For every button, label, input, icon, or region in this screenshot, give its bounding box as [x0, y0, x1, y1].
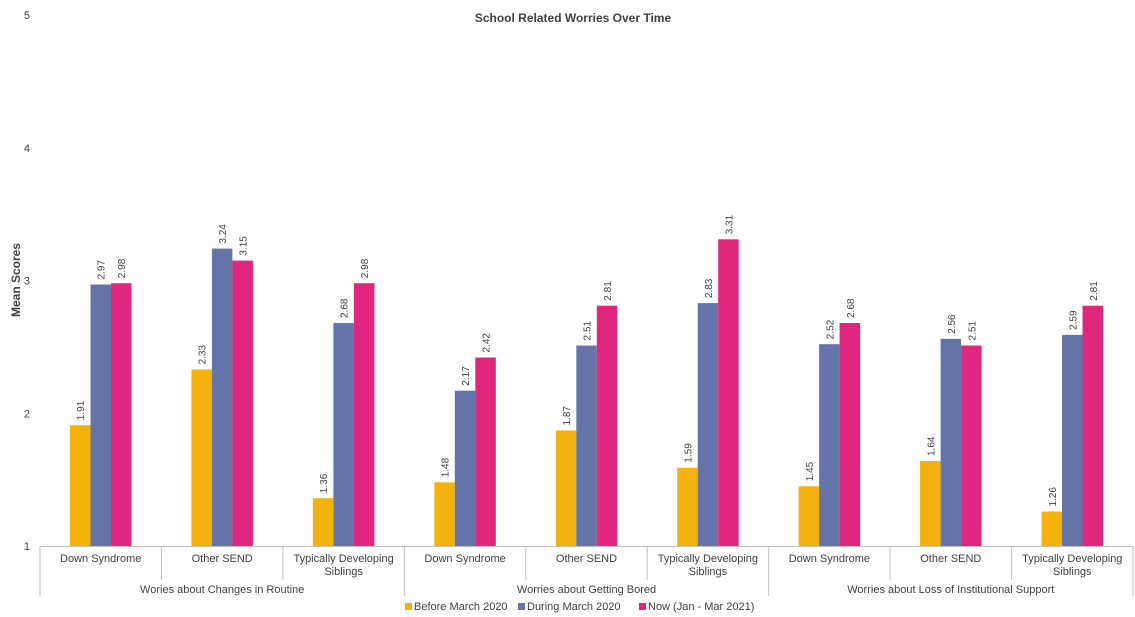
legend-swatch: [639, 603, 646, 610]
y-tick-label: 1: [24, 541, 30, 553]
y-axis-label: Mean Scores: [9, 243, 23, 317]
category-label: Down Syndrome: [789, 553, 870, 565]
data-label: 2.59: [1068, 310, 1079, 330]
bar: [191, 369, 212, 546]
data-label: 2.56: [947, 314, 958, 334]
data-label: 1.36: [319, 473, 330, 493]
y-tick-label: 4: [24, 143, 30, 155]
data-label: 1.91: [76, 400, 87, 420]
bar: [677, 467, 698, 546]
bar: [211, 248, 233, 546]
legend-label: Before March 2020: [414, 601, 508, 613]
category-label: Down Syndrome: [424, 553, 505, 565]
group-label: Worries about Getting Bored: [517, 584, 656, 596]
data-label: 2.51: [583, 321, 594, 341]
bar: [111, 283, 132, 546]
data-label: 3.31: [724, 214, 735, 234]
legend-swatch: [518, 603, 525, 610]
bar: [333, 323, 354, 546]
data-label: 1.64: [926, 436, 937, 456]
data-label: 2.17: [461, 366, 472, 386]
data-label: 2.98: [360, 258, 371, 278]
data-label: 2.52: [825, 319, 836, 339]
bar: [819, 344, 840, 546]
category-label: Typically Developing: [1022, 553, 1122, 565]
data-label: 2.42: [482, 333, 493, 353]
bar: [70, 425, 91, 546]
data-label: 1.48: [441, 457, 452, 477]
legend-swatch: [405, 603, 412, 610]
data-label: 1.45: [805, 461, 816, 481]
data-label: 2.68: [846, 298, 857, 318]
data-label: 1.59: [683, 443, 694, 463]
y-tick-label: 5: [24, 10, 30, 22]
chart-title: School Related Worries Over Time: [475, 11, 672, 25]
y-tick-label: 2: [24, 408, 30, 420]
legend-item: During March 2020: [518, 601, 621, 613]
bar: [312, 498, 334, 546]
bar: [718, 239, 739, 547]
group-label: Worries about Loss of Institutional Supp…: [847, 584, 1054, 596]
legend-item: Before March 2020: [405, 601, 508, 613]
bar: [454, 390, 476, 546]
data-label: 2.83: [704, 278, 715, 298]
bar: [596, 305, 618, 546]
data-label: 2.51: [967, 321, 978, 341]
bar: [232, 260, 253, 546]
bar: [920, 461, 941, 546]
category-label: Siblings: [324, 566, 363, 578]
y-axis-ticks: 1 2 3 4 5: [24, 10, 30, 553]
data-label: 2.68: [340, 298, 351, 318]
group-label: Wories about Changes in Routine: [140, 584, 304, 596]
category-label: Siblings: [1053, 566, 1092, 578]
data-label: 1.87: [562, 406, 573, 426]
legend-item: Now (Jan - Mar 2021): [639, 601, 754, 613]
bar: [697, 303, 719, 546]
bar: [434, 482, 455, 546]
bar: [940, 338, 962, 546]
data-label: 2.97: [97, 260, 108, 280]
data-label: 2.81: [603, 281, 614, 301]
data-label: 3.15: [239, 236, 250, 256]
category-label: Typically Developing: [293, 553, 393, 565]
bar: [1041, 511, 1062, 546]
legend: Before March 2020 During March 2020 Now (J…: [405, 601, 754, 613]
category-label: Other SEND: [556, 553, 617, 565]
category-label: Other SEND: [920, 553, 981, 565]
bar: [576, 345, 597, 546]
category-label: Other SEND: [192, 553, 253, 565]
category-label: Down Syndrome: [60, 553, 141, 565]
bar: [353, 283, 375, 546]
legend-label: During March 2020: [527, 601, 621, 613]
bar: [1062, 334, 1083, 546]
bar: [961, 345, 982, 546]
legend-label: Now (Jan - Mar 2021): [648, 601, 754, 613]
data-label: 1.26: [1048, 487, 1059, 507]
data-label: 2.33: [198, 344, 209, 364]
bar: [90, 284, 111, 546]
x-axis: Down Syndrome Other SEND Typically Develop…: [39, 546, 1134, 596]
bar: [839, 323, 861, 546]
category-label: Typically Developing: [658, 553, 758, 565]
data-labels: 1.91 2.33 1.36 1.48 1.87 1.59 1.45 1.64 1.26 2.97…: [76, 214, 1100, 506]
y-tick-label: 3: [24, 276, 30, 288]
category-label: Siblings: [689, 566, 728, 578]
bars: [70, 239, 1103, 547]
data-label: 3.24: [218, 224, 229, 244]
bar: [798, 486, 820, 546]
bar: [1082, 305, 1103, 546]
data-label: 2.81: [1089, 281, 1100, 301]
data-label: 2.98: [117, 258, 128, 278]
bar: [555, 430, 577, 546]
bar: [475, 357, 496, 546]
